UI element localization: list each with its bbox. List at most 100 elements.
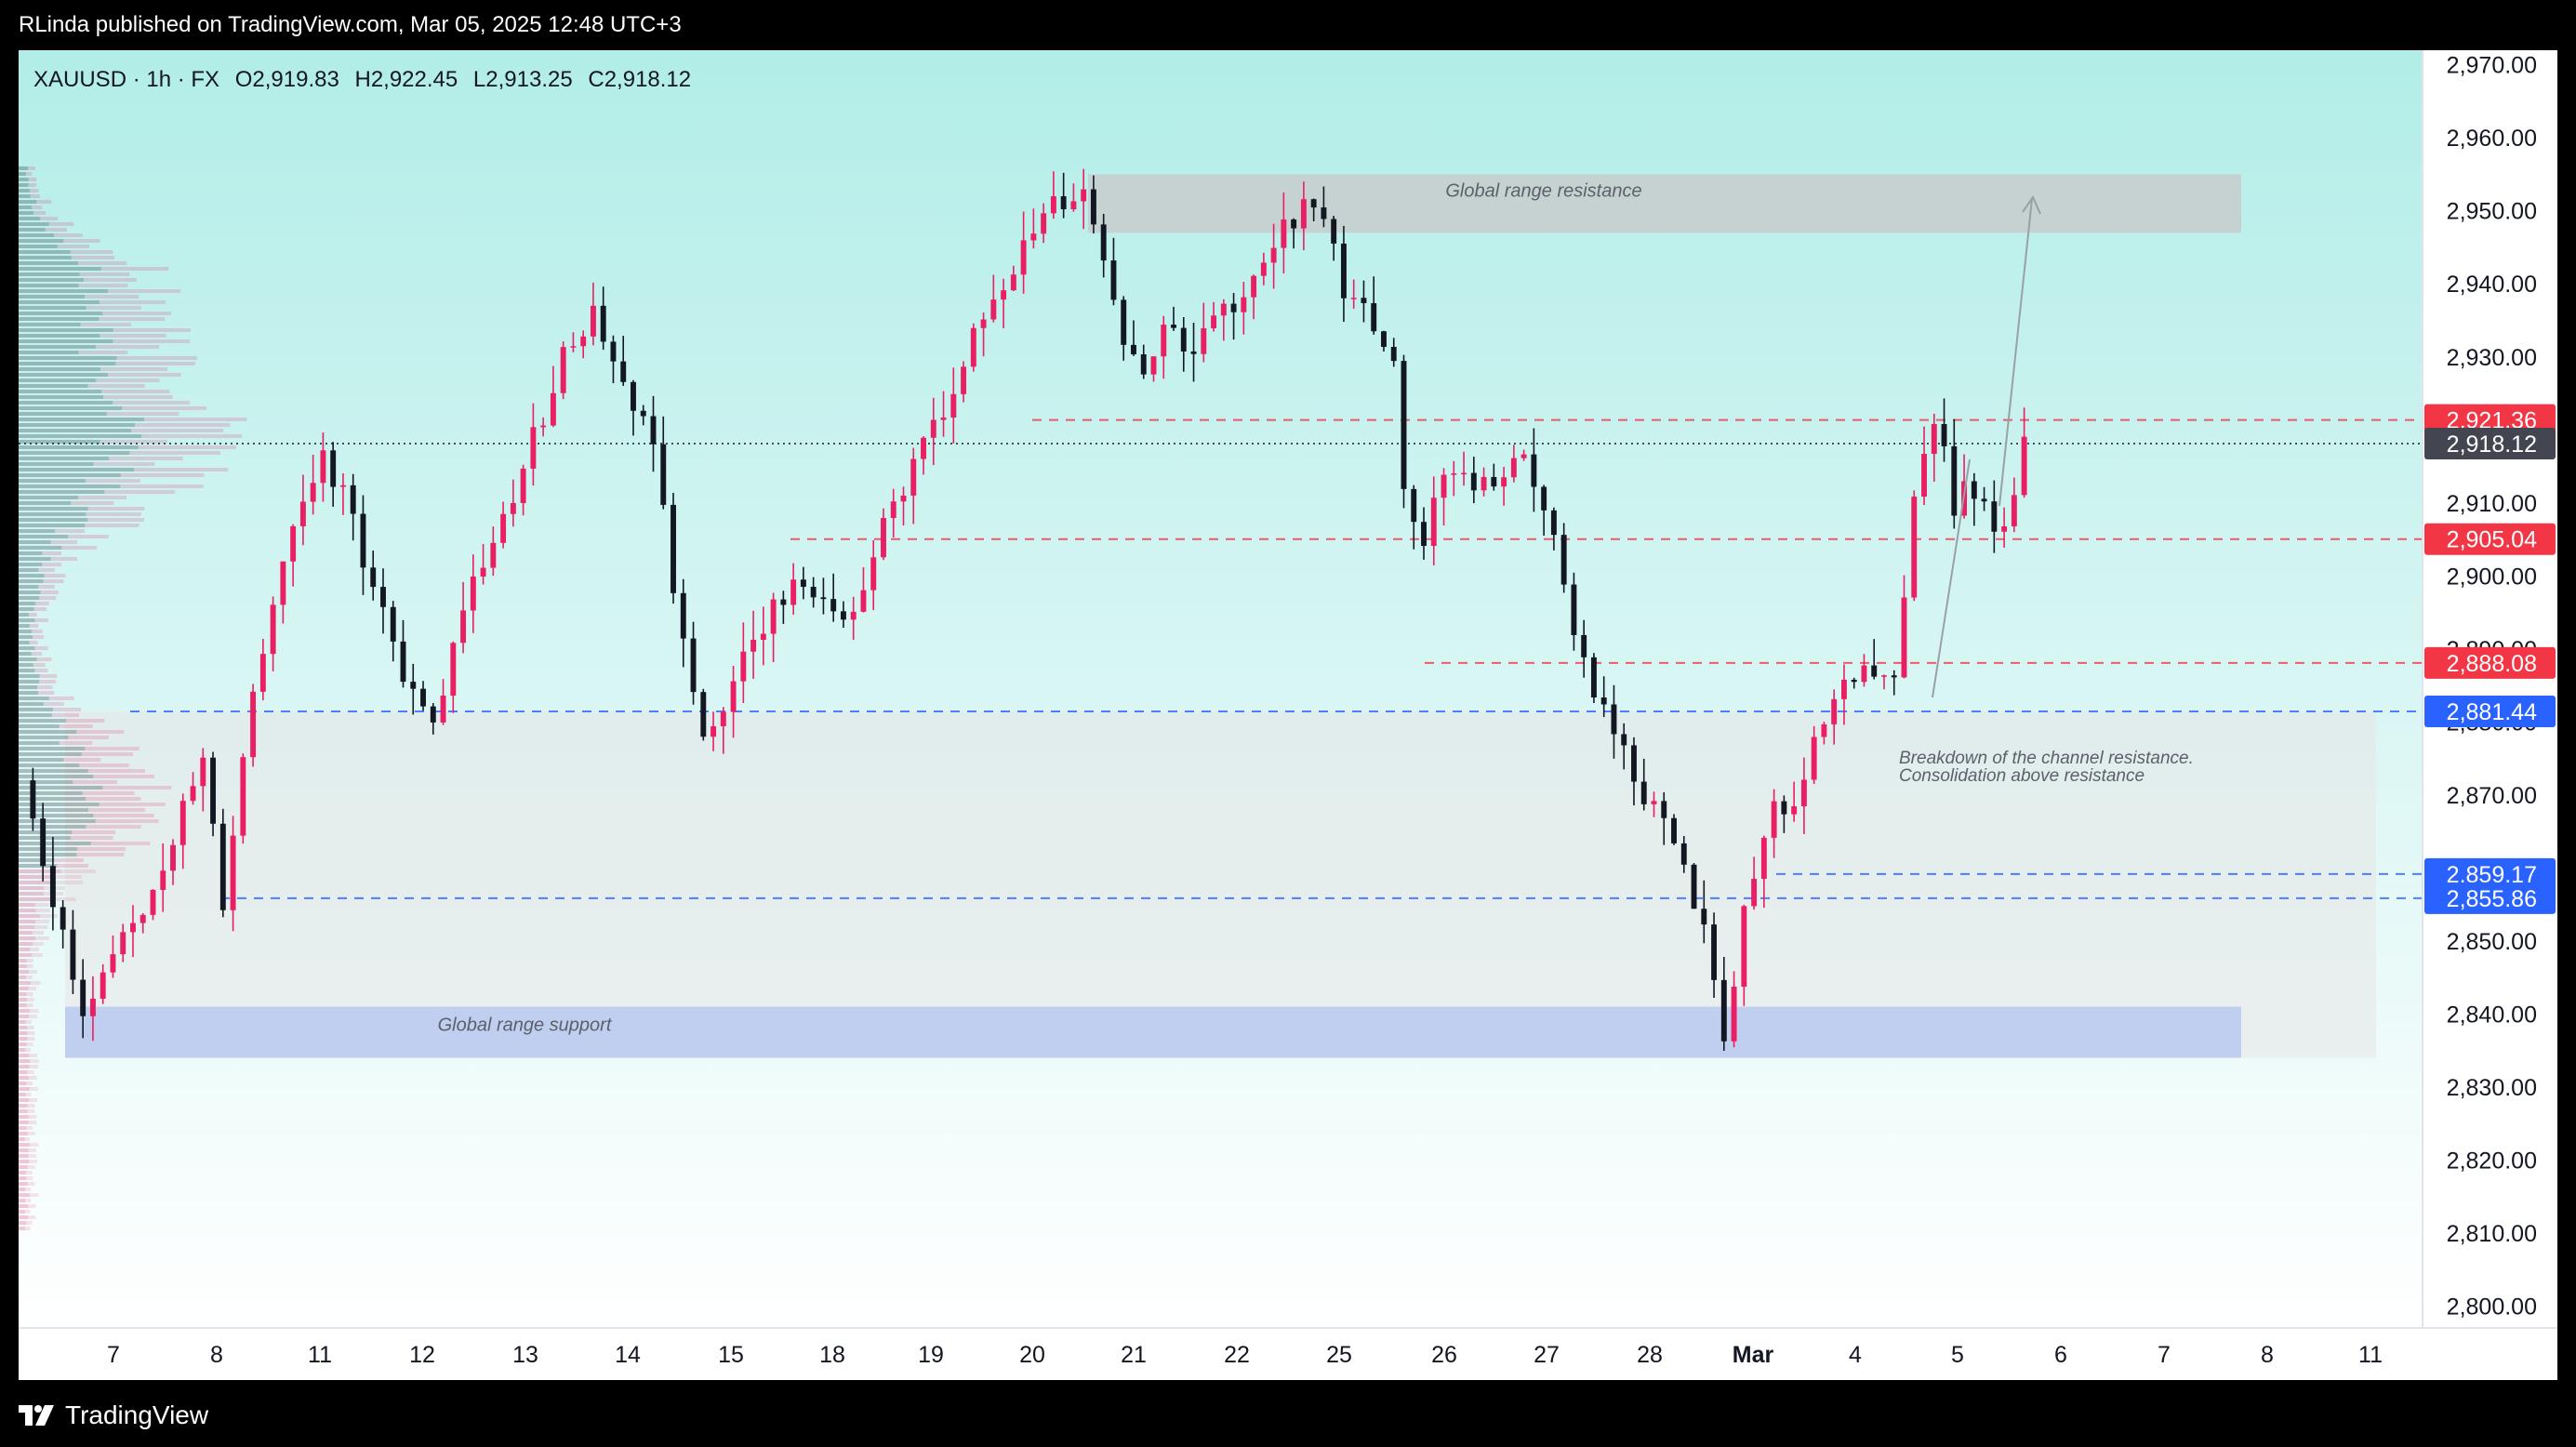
volume-bar <box>19 507 88 511</box>
candle-body <box>1621 734 1627 746</box>
candle-body <box>1371 303 1377 332</box>
volume-bar <box>19 445 139 449</box>
volume-bar <box>19 183 29 187</box>
volume-bar <box>19 418 144 421</box>
candle-body <box>420 688 426 707</box>
time-tick-label: 8 <box>210 1342 223 1368</box>
volume-bar <box>27 1165 35 1169</box>
last-price-tag <box>2424 428 2556 460</box>
support-zone-label: Global range support <box>438 1016 613 1036</box>
candlestick-chart[interactable]: Global range resistance Global range supp… <box>19 50 2557 1380</box>
volume-bar <box>34 669 48 672</box>
volume-bar <box>19 1121 29 1124</box>
volume-bar <box>19 959 27 962</box>
price-tick-label: 2,940.00 <box>2447 272 2537 298</box>
time-tick-label: 7 <box>2158 1342 2171 1368</box>
price-tick-label: 2,910.00 <box>2447 491 2537 517</box>
published-text: RLinda published on TradingView.com, Mar… <box>19 12 682 37</box>
volume-bar <box>19 1221 27 1225</box>
price-tick-label: 2,900.00 <box>2447 564 2537 590</box>
volume-bar <box>19 1065 30 1069</box>
volume-bar <box>28 1121 37 1124</box>
volume-bar <box>85 747 139 750</box>
arrow-head-icon <box>2022 194 2041 215</box>
volume-bar <box>19 1048 26 1052</box>
volume-bar <box>19 568 39 572</box>
volume-bar <box>86 797 141 801</box>
candle-body <box>60 907 66 930</box>
volume-bar <box>24 1227 31 1230</box>
volume-bar <box>29 1087 38 1091</box>
candle-body <box>990 299 997 320</box>
volume-bar <box>39 680 57 684</box>
volume-bar <box>32 931 45 935</box>
time-tick-label: 25 <box>1326 1342 1352 1368</box>
volume-bar <box>100 267 169 271</box>
volume-bar <box>107 289 181 293</box>
volume-bar <box>100 440 167 444</box>
volume-bar <box>26 1126 33 1130</box>
candle-body <box>921 437 926 459</box>
candle-body <box>1190 351 1197 354</box>
volume-bar <box>25 172 33 176</box>
volume-bar <box>29 641 38 644</box>
volume-bar <box>19 468 135 471</box>
volume-bar <box>27 998 34 1002</box>
volume-bar <box>101 390 170 393</box>
candle-body <box>800 579 806 588</box>
volume-bar <box>28 178 37 181</box>
volume-bar <box>19 245 58 248</box>
level-tag-label: 2,905.04 <box>2447 527 2537 553</box>
volume-bar <box>19 200 37 204</box>
volume-bar <box>93 814 154 817</box>
volume-bar <box>95 819 159 823</box>
candle-body <box>310 483 316 502</box>
candle-body <box>620 361 627 382</box>
candle-body <box>280 561 286 605</box>
candle-body <box>510 502 516 514</box>
volume-bar <box>19 736 69 739</box>
volume-bar <box>90 842 151 845</box>
volume-bar <box>120 485 204 488</box>
volume-bar <box>70 250 113 254</box>
tradingview-logo-icon[interactable] <box>19 1405 56 1426</box>
price-tick-label: 2,820.00 <box>2447 1148 2537 1174</box>
volume-bar <box>19 1199 26 1202</box>
candle-body <box>810 587 817 598</box>
volume-bar <box>19 724 60 728</box>
price-tick-label: 2,930.00 <box>2447 345 2537 371</box>
candle-body <box>870 557 877 591</box>
candle-body <box>610 341 617 362</box>
volume-bar <box>141 434 243 438</box>
volume-bar <box>19 931 33 935</box>
volume-bar <box>29 970 38 974</box>
volume-bar <box>19 233 54 237</box>
volume-bar <box>38 585 55 589</box>
candle-body <box>1161 325 1167 357</box>
candle-body <box>350 485 356 514</box>
chart-area[interactable]: Global range resistance Global range supp… <box>19 50 2557 1380</box>
volume-bar <box>19 1059 30 1063</box>
volume-bar <box>28 1015 37 1018</box>
footer-brand[interactable]: TradingView <box>65 1401 209 1429</box>
volume-bar <box>29 1009 39 1013</box>
volume-bar <box>19 1126 27 1130</box>
price-tick-label: 2,840.00 <box>2447 1002 2537 1028</box>
volume-bar <box>19 803 100 806</box>
volume-bar <box>19 719 66 723</box>
time-tick-label: 13 <box>512 1342 538 1368</box>
volume-bar <box>19 300 100 304</box>
candle-body <box>530 427 537 469</box>
volume-bar <box>19 948 31 951</box>
volume-bar <box>19 1087 30 1091</box>
volume-bar <box>65 719 105 723</box>
candle-body <box>1470 472 1477 491</box>
time-tick-label: 19 <box>918 1342 944 1368</box>
volume-bar <box>19 847 78 851</box>
candle-body <box>110 954 116 973</box>
volume-bar <box>19 797 86 801</box>
candle-body <box>1451 473 1457 475</box>
candle-body <box>380 587 386 607</box>
candle-body <box>1401 361 1407 489</box>
candle-body <box>910 458 917 496</box>
